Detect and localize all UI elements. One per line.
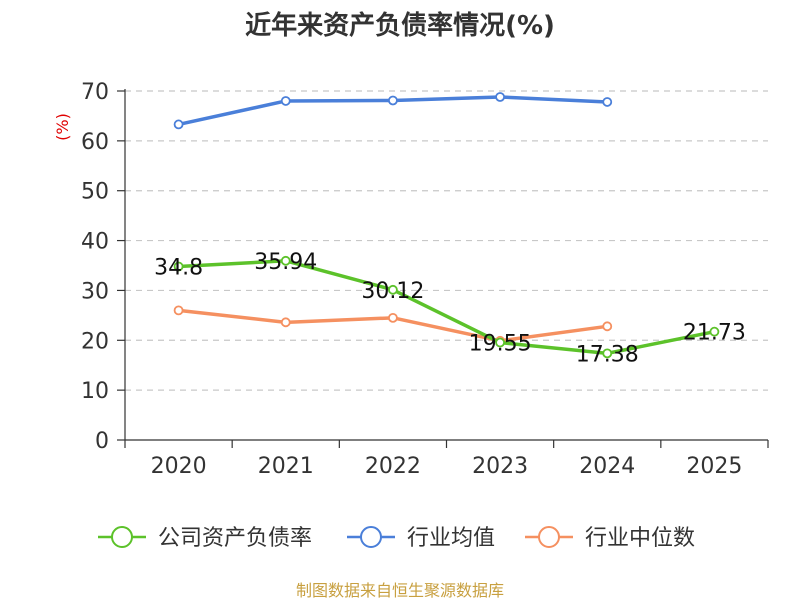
legend-swatch-marker <box>360 526 382 548</box>
legend-swatch-marker <box>538 526 560 548</box>
y-tick-label: 30 <box>81 279 109 304</box>
legend-label: 行业中位数 <box>585 526 695 551</box>
data-labels: 34.8 35.94 30.12 19.55 17.38 21.73 <box>154 250 746 368</box>
data-point <box>602 321 613 332</box>
data-point <box>709 326 720 337</box>
source-note: 制图数据来自恒生聚源数据库 <box>296 581 504 600</box>
data-label: 17.38 <box>576 342 639 367</box>
data-point <box>280 317 291 328</box>
y-tick-label: 10 <box>81 379 109 404</box>
data-point <box>173 261 184 272</box>
y-tick-label: 60 <box>81 130 109 155</box>
data-label: 30.12 <box>361 279 424 304</box>
y-tick-label: 0 <box>95 429 109 454</box>
x-tick-label: 2022 <box>365 454 421 479</box>
series-group <box>173 92 720 359</box>
x-tick-label: 2023 <box>472 454 528 479</box>
x-tick-label: 2021 <box>258 454 314 479</box>
data-point <box>173 119 184 130</box>
data-point <box>388 95 398 106</box>
legend-label: 行业均值 <box>407 526 495 551</box>
legend-swatch-marker <box>111 526 133 548</box>
y-tick-label: 50 <box>81 180 109 205</box>
data-point <box>280 255 291 266</box>
grid <box>125 90 768 391</box>
data-label: 35.94 <box>254 250 317 275</box>
data-point <box>280 96 291 106</box>
legend: 公司资产负债率 行业均值 行业中位数 <box>98 526 695 551</box>
series-line <box>178 259 715 356</box>
data-point <box>173 305 184 316</box>
data-point <box>495 92 505 102</box>
chart-title: 近年来资产负债率情况(%) <box>245 10 555 41</box>
data-point <box>388 284 398 295</box>
y-tick-label: 70 <box>81 80 109 105</box>
y-tick-label: 20 <box>81 329 109 354</box>
x-tick-label: 2020 <box>151 454 207 479</box>
y-axis-label: (%) <box>53 113 72 141</box>
data-point <box>602 97 613 107</box>
axes: 0 10 20 30 40 50 60 70 2020 2021 2022 2023 2024 2025 <box>81 80 769 479</box>
data-label: 21.73 <box>683 321 746 346</box>
data-point <box>602 348 613 359</box>
legend-label: 公司资产负债率 <box>158 526 312 551</box>
x-tick-label: 2024 <box>579 454 635 479</box>
data-point <box>388 312 398 323</box>
x-tick-label: 2025 <box>686 454 742 479</box>
data-point <box>495 337 505 348</box>
data-label: 34.8 <box>154 255 203 280</box>
data-label: 19.55 <box>469 332 532 357</box>
y-tick-label: 40 <box>81 230 109 255</box>
